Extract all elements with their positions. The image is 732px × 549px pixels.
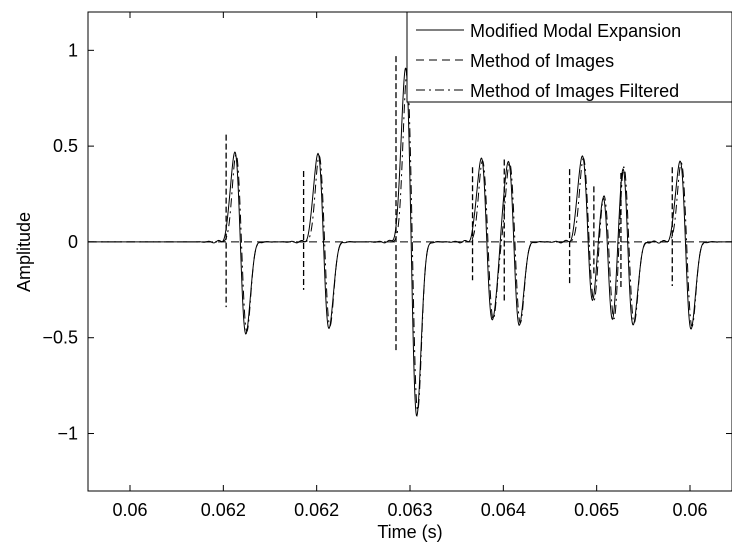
y-tick-label: 0.5	[53, 136, 78, 156]
x-tick-label: 0.063	[387, 500, 432, 520]
x-axis-ticks: 0.06 0.062 0.062 0.063 0.064 0.065 0.06	[112, 12, 708, 520]
y-tick-label: −1	[57, 424, 78, 444]
legend-label-2: Method of Images Filtered	[470, 81, 679, 101]
series-line-method-of-images-filtered	[88, 72, 732, 412]
series-curves	[88, 56, 732, 417]
x-tick-label: 0.062	[201, 500, 246, 520]
x-axis-label: Time (s)	[377, 522, 442, 542]
legend-label-0: Modified Modal Expansion	[470, 21, 681, 41]
legend-box	[406, 11, 732, 103]
y-tick-label: 1	[68, 40, 78, 60]
y-tick-label: −0.5	[42, 328, 78, 348]
legend: Modified Modal Expansion Method of Image…	[406, 11, 732, 103]
y-tick-label: 0	[68, 232, 78, 252]
x-tick-label: 0.06	[112, 500, 147, 520]
x-tick-label: 0.065	[574, 500, 619, 520]
x-tick-label: 0.062	[294, 500, 339, 520]
x-tick-label: 0.064	[481, 500, 526, 520]
y-axis-ticks: −1 −0.5 0 0.5 1	[42, 40, 732, 444]
x-tick-label: 0.06	[672, 500, 707, 520]
legend-label-1: Method of Images	[470, 51, 614, 71]
y-axis-label: Amplitude	[14, 212, 34, 292]
